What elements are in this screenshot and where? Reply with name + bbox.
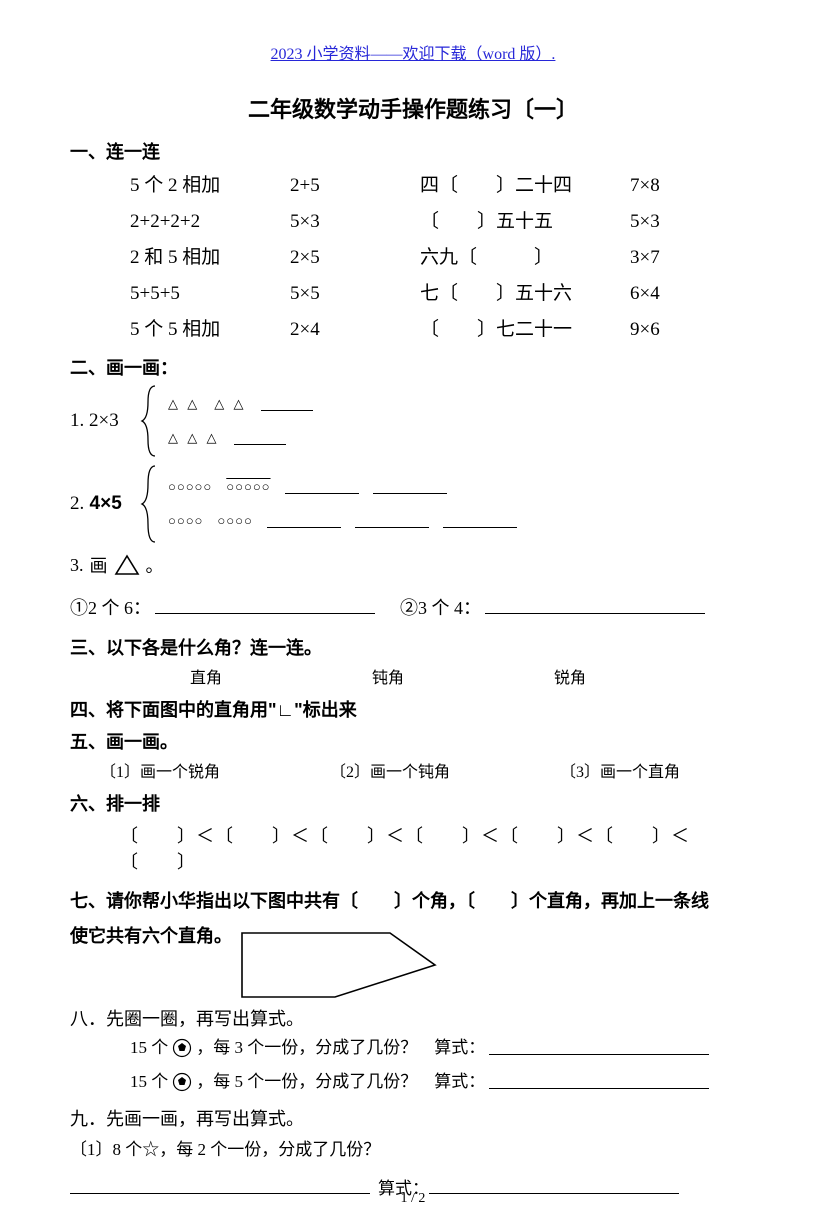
blank-line: [443, 514, 517, 528]
section-7-shape: [70, 931, 756, 1001]
blank-line: [489, 1075, 709, 1089]
cell: 四〔 〕二十四: [420, 168, 630, 204]
q2-1-label: 1. 2×3: [70, 410, 140, 432]
section-9-label: 九．先画一画，再写出算式。: [70, 1105, 756, 1131]
section-3-label: 三、以下各是什么角？连一连。: [70, 634, 756, 660]
header-download-link[interactable]: 2023 小学资料——欢迎下载（word 版）.: [70, 40, 756, 64]
cell: 5+5+5: [130, 276, 290, 312]
soccer-ball-icon: [172, 1038, 192, 1058]
cell: 2×4: [290, 312, 420, 348]
fill-label: ②3 个 4：: [400, 594, 481, 620]
section-1-label: 一、连一连: [70, 138, 756, 164]
soccer-ball-icon: [172, 1072, 192, 1092]
cell: 5×3: [290, 204, 420, 240]
blank-line: [489, 1041, 709, 1055]
cell: 2 和 5 相加: [130, 240, 290, 276]
section-8-label: 八．先圈一圈，再写出算式。: [70, 1005, 756, 1031]
q2-2-label: 2. 4×5: [70, 493, 140, 515]
section-7-text-a: 七、请你帮小华指出以下图中共有〔 〕个角，〔 〕个直角，再加上一条线: [70, 884, 756, 918]
section-6-line: 〔 〕＜〔 〕＜〔 〕＜〔 〕＜〔 〕＜〔 〕＜〔 〕: [120, 822, 756, 874]
sub-item: 〔2〕画一个钝角: [330, 758, 450, 782]
cell: 〔 〕五十五: [420, 204, 630, 240]
fill-label: ①2 个 6：: [70, 594, 151, 620]
triangle-group: △ △: [168, 396, 200, 412]
table-row: 5 个 2 相加 2+5 四〔 〕二十四 7×8: [130, 168, 756, 204]
circle-group: ○○○○: [217, 513, 252, 529]
blank-line: [373, 480, 447, 494]
cell: 5×3: [630, 204, 710, 240]
page-number: 1 / 2: [0, 1191, 826, 1207]
section-9-line-1: 〔1〕8 个☆，每 2 个一份，分成了几份？: [70, 1135, 756, 1160]
blank-line: [485, 600, 705, 614]
blank-line: [355, 514, 429, 528]
section-5-label: 五、画一画。: [70, 728, 756, 754]
q2-item-2: 2. 4×5 ○○○○○ ○○○○○ ○○○○ ○○○○: [70, 464, 756, 544]
table-row: 2+2+2+2 5×3 〔 〕五十五 5×3: [130, 204, 756, 240]
triangle-group: △ △: [214, 396, 246, 412]
cell: 3×7: [630, 240, 710, 276]
angle-label: 直角: [190, 664, 222, 688]
sub-item: 〔1〕画一个锐角: [100, 758, 220, 782]
cell: 六九〔 〕: [420, 240, 630, 276]
cell: 5×5: [290, 276, 420, 312]
section-2-label: 二、画一画：: [70, 354, 756, 380]
triangle-icon: [114, 554, 140, 576]
page: 2023 小学资料——欢迎下载（word 版）. 二年级数学动手操作题练习〔一〕…: [0, 0, 826, 1229]
table-row: 5 个 5 相加 2×4 〔 〕七二十一 9×6: [130, 312, 756, 348]
blank-line: [267, 514, 341, 528]
blank-line: [155, 600, 375, 614]
angle-labels-row: 直角 钝角 锐角: [190, 664, 756, 688]
cell: 2+5: [290, 168, 420, 204]
document-title: 二年级数学动手操作题练习〔一〕: [70, 92, 756, 124]
section-8-line-1: 15 个 ，每 3 个一份，分成了几份？ 算式：: [130, 1031, 756, 1065]
q2-fill-row: ①2 个 6： ②3 个 4：: [70, 594, 756, 620]
section-1-grid: 5 个 2 相加 2+5 四〔 〕二十四 7×8 2+2+2+2 5×3 〔 〕…: [130, 168, 756, 348]
cell: 2+2+2+2: [130, 204, 290, 240]
q2-item-1: 1. 2×3 △ △ △ △ △ △ △: [70, 384, 756, 458]
cell: 〔 〕七二十一: [420, 312, 630, 348]
blank-line: [261, 397, 313, 411]
triangle-group: △ △ △: [168, 430, 220, 446]
section-8-line-2: 15 个 ，每 5 个一份，分成了几份？ 算式：: [130, 1065, 756, 1099]
cell: 七〔 〕五十六: [420, 276, 630, 312]
circle-group: ○○○○○: [168, 479, 212, 495]
table-row: 2 和 5 相加 2×5 六九〔 〕 3×7: [130, 240, 756, 276]
cell: 9×6: [630, 312, 710, 348]
q2-item-3: 3. 画 。: [70, 552, 756, 578]
blank-line: [285, 480, 359, 494]
cell: 5 个 2 相加: [130, 168, 290, 204]
cell: 5 个 5 相加: [130, 312, 290, 348]
blank-line: [234, 431, 286, 445]
table-row: 5+5+5 5×5 七〔 〕五十六 6×4: [130, 276, 756, 312]
section-6-label: 六、排一排: [70, 790, 756, 816]
circle-group: ○○○○: [168, 513, 203, 529]
section-4-label: 四、将下面图中的直角用"∟"标出来: [70, 696, 756, 722]
brace-icon: [140, 384, 160, 458]
cell: 6×4: [630, 276, 710, 312]
sub-item: 〔3〕画一个直角: [560, 758, 680, 782]
section-5-subs: 〔1〕画一个锐角 〔2〕画一个钝角 〔3〕画一个直角: [100, 758, 756, 782]
angle-label: 锐角: [554, 664, 586, 688]
brace-icon: [140, 464, 160, 544]
polygon-shape-icon: [240, 931, 440, 1001]
cell: 2×5: [290, 240, 420, 276]
angle-label: 钝角: [372, 664, 404, 688]
circle-group: ○○○○○: [226, 479, 270, 495]
cell: 7×8: [630, 168, 710, 204]
